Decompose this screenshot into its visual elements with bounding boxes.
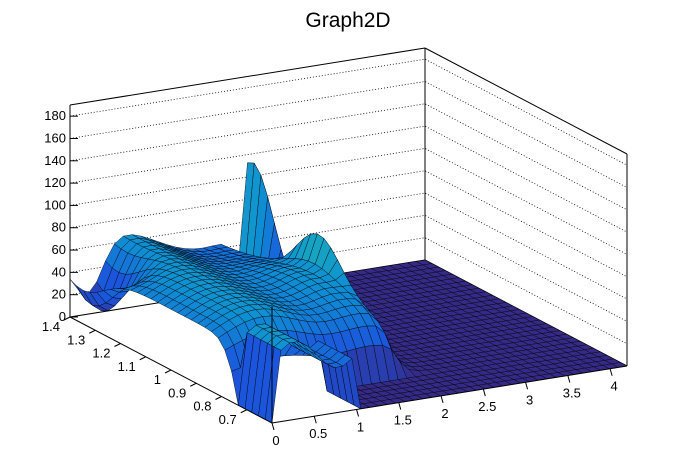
surface-cell [69,279,86,301]
y-tick-label: 0.8 [193,399,211,414]
y-tick-label: 1.1 [118,359,136,374]
y-tick-label: 0.9 [168,385,186,400]
y-tick-mark [114,343,121,347]
y-axis-ticks: 0.7 0.8 0.9 1 1.1 1.2 1.3 1.4 [42,316,247,427]
y-tick-label: 1 [154,372,161,387]
x-tick-label: 2 [441,406,448,421]
gridline [69,125,628,233]
x-tick-label: 1 [357,419,364,434]
x-tick-label: 1.5 [394,413,412,428]
z-tick-label: 140 [44,153,66,168]
y-tick-mark [89,329,96,334]
z-tick-label: 20 [52,287,66,302]
x-tick-label: 2.5 [478,399,496,414]
z-tick-label: 80 [52,220,66,235]
x-tick-mark [356,409,360,417]
y-tick-label: 1.2 [92,346,110,361]
x-tick-mark [482,388,486,397]
y-tick-mark [215,396,222,400]
x-tick-label: 0 [272,433,279,448]
x-tick-label: 4 [610,379,617,394]
z-tick-label: 100 [44,197,66,212]
x-tick-mark [271,422,275,431]
z-tick-label: 60 [52,242,66,257]
y-tick-mark [164,369,172,374]
x-tick-mark [440,395,444,403]
x-tick-mark [609,368,613,376]
y-tick-label: 1.3 [67,332,85,347]
gridline [69,148,628,255]
surface-mesh [69,162,628,424]
x-tick-mark [567,375,571,383]
y-tick-label: 0.7 [219,412,237,427]
x-tick-label: 3 [526,392,533,407]
x-tick-mark [313,416,317,424]
x-axis-ticks: 0 0.5 1 1.5 2 2.5 3 3.5 4 [271,368,618,448]
y-tick-mark [240,409,247,414]
z-tick-label: 120 [44,175,66,190]
frame-edge [69,47,426,106]
y-tick-mark [190,382,197,387]
x-tick-label: 3.5 [563,386,581,401]
gridline [69,58,628,166]
y-tick-mark [139,356,146,361]
gridline [69,81,628,188]
gridline [69,103,628,211]
frame-edge [424,47,628,155]
x-tick-label: 0.5 [309,426,327,441]
z-tick-label: 40 [52,264,66,279]
z-tick-label: 160 [44,130,66,145]
x-tick-mark [525,382,529,390]
z-tick-label: 0 [59,309,66,324]
y-tick-mark [63,316,71,321]
z-tick-label: 180 [44,108,66,123]
chart-title: Graph2D [305,9,390,32]
y-tick-label: 1.4 [42,319,60,334]
x-tick-mark [398,402,402,410]
z-axis-ticks: 0 20 40 60 80 100 120 140 160 180 [44,108,78,324]
